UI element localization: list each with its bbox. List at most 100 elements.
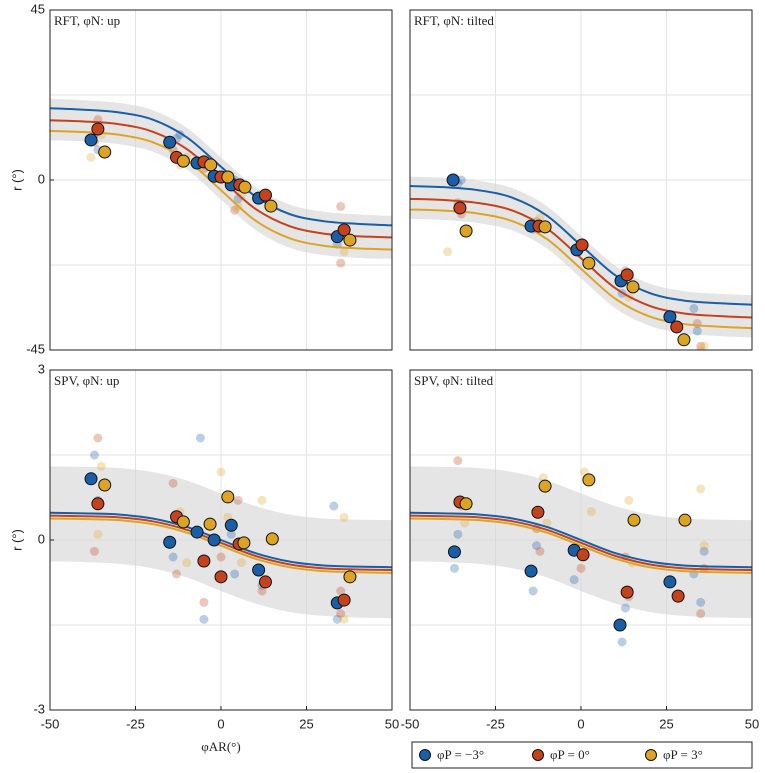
- panel-title: RFT, φN: up: [54, 13, 120, 28]
- fit-curve: [50, 517, 392, 574]
- trial-point: [569, 575, 579, 585]
- y-tick-label: 45: [31, 1, 45, 16]
- trial-point: [199, 614, 209, 624]
- mean-point: [524, 564, 538, 578]
- legend-label: φP = −3°: [437, 747, 484, 762]
- mean-point: [176, 515, 190, 529]
- mean-point: [620, 585, 634, 599]
- mean-point: [582, 256, 596, 270]
- mean-point: [575, 238, 589, 252]
- trial-point: [329, 501, 339, 511]
- mean-point: [678, 513, 692, 527]
- mean-point: [163, 135, 177, 149]
- trial-point: [339, 512, 349, 522]
- trial-point: [230, 205, 240, 215]
- mean-point: [221, 170, 235, 184]
- trial-point: [689, 303, 699, 313]
- mean-point: [663, 310, 677, 324]
- mean-point: [98, 478, 112, 492]
- trial-point: [93, 433, 103, 443]
- legend-label: φP = 0°: [550, 747, 590, 762]
- trial-point: [230, 569, 240, 579]
- mean-point: [197, 554, 211, 568]
- mean-point: [163, 535, 177, 549]
- fit-curve: [410, 514, 752, 572]
- mean-point: [237, 536, 251, 550]
- mean-point: [337, 593, 351, 607]
- mean-point: [459, 224, 473, 238]
- trial-point: [216, 467, 226, 477]
- mean-point: [190, 525, 204, 539]
- trial-point: [96, 461, 106, 471]
- trial-point: [692, 326, 702, 336]
- trial-point: [339, 247, 349, 257]
- trial-point: [339, 614, 349, 624]
- mean-point: [265, 532, 279, 546]
- trial-point: [699, 546, 709, 556]
- mean-point: [221, 490, 235, 504]
- legend-swatch: [645, 749, 657, 761]
- trial-point: [216, 552, 226, 562]
- mean-point: [84, 472, 98, 486]
- trial-point: [443, 247, 453, 257]
- mean-point: [214, 570, 228, 584]
- mean-point: [204, 158, 218, 172]
- trial-point: [449, 563, 459, 573]
- fit-curve: [50, 107, 392, 227]
- x-tick-label: -50: [401, 716, 420, 731]
- trial-point: [453, 529, 463, 539]
- mean-point: [582, 473, 596, 487]
- mean-point: [337, 223, 351, 237]
- trial-point: [535, 546, 545, 556]
- fit-curve: [410, 517, 752, 574]
- plot-area: [50, 98, 392, 268]
- mean-point: [677, 333, 691, 347]
- trial-point: [696, 609, 706, 619]
- y-axis-label: r (°): [9, 169, 24, 191]
- trial-point: [617, 637, 627, 647]
- trial-point: [336, 201, 346, 211]
- x-tick-label: -50: [41, 716, 60, 731]
- legend-swatch: [419, 749, 431, 761]
- y-tick-label: -45: [26, 341, 45, 356]
- trial-point: [532, 541, 542, 551]
- fit-curve: [410, 197, 752, 319]
- mean-point: [538, 479, 552, 493]
- trial-point: [576, 563, 586, 573]
- panel-title: RFT, φN: tilted: [414, 13, 494, 28]
- x-tick-label: 50: [385, 716, 399, 731]
- trial-point: [226, 529, 236, 539]
- trial-point: [586, 507, 596, 517]
- mean-point: [176, 154, 190, 168]
- x-tick-label: 25: [299, 716, 313, 731]
- plot-area: [50, 433, 392, 624]
- mean-point: [91, 497, 105, 511]
- mean-point: [238, 180, 252, 194]
- mean-point: [207, 533, 221, 547]
- trial-point: [257, 586, 267, 596]
- trial-point: [336, 258, 346, 268]
- trial-point: [528, 586, 538, 596]
- trial-point: [696, 345, 706, 350]
- trial-point: [620, 603, 630, 613]
- mean-point: [258, 188, 272, 202]
- mean-point: [671, 589, 685, 603]
- panel-frame: [409, 9, 753, 351]
- mean-point: [626, 280, 640, 294]
- mean-point: [252, 563, 266, 577]
- x-tick-label: 0: [577, 716, 584, 731]
- trial-point: [89, 546, 99, 556]
- mean-point: [663, 575, 677, 589]
- trial-point: [257, 495, 267, 505]
- trial-point: [86, 152, 96, 162]
- trial-point: [172, 569, 182, 579]
- mean-point: [453, 201, 467, 215]
- mean-point: [343, 233, 357, 247]
- mean-point: [91, 122, 105, 136]
- mean-point: [203, 517, 217, 531]
- y-tick-label: 0: [38, 531, 45, 546]
- trial-point: [696, 597, 706, 607]
- mean-point: [459, 497, 473, 511]
- mean-point: [576, 548, 590, 562]
- mean-point: [670, 320, 684, 334]
